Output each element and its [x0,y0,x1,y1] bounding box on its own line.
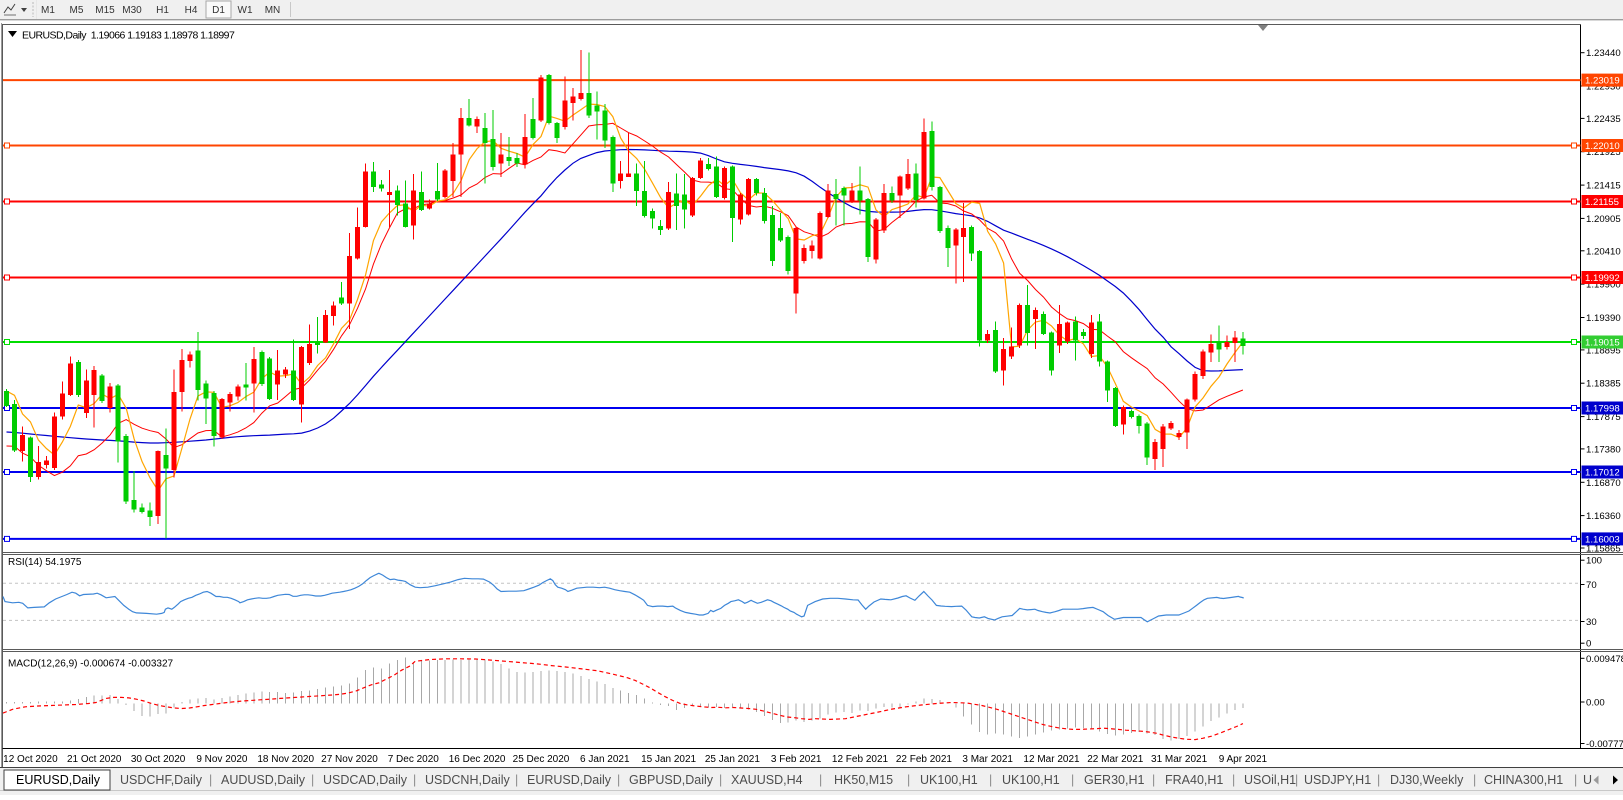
svg-text:|: | [209,773,212,787]
svg-text:M30: M30 [122,5,142,16]
svg-text:USDCHF,Daily: USDCHF,Daily [120,773,203,787]
svg-text:1.22010: 1.22010 [1585,141,1620,152]
svg-text:22 Mar 2021: 22 Mar 2021 [1087,754,1144,765]
svg-text:|: | [413,773,416,787]
svg-text:|: | [1377,773,1380,787]
svg-text:0: 0 [1586,639,1591,650]
svg-text:30 Oct 2020: 30 Oct 2020 [131,754,186,765]
svg-text:D1: D1 [212,5,225,16]
svg-text:GER30,H1: GER30,H1 [1084,773,1144,787]
svg-text:1.21415: 1.21415 [1586,181,1621,192]
svg-text:AUDUSD,Daily: AUDUSD,Daily [221,773,306,787]
svg-text:1.23440: 1.23440 [1586,48,1621,59]
svg-text:9 Nov 2020: 9 Nov 2020 [196,754,248,765]
svg-text:1.19992: 1.19992 [1585,273,1620,284]
svg-text:H4: H4 [185,5,198,16]
svg-text:0.00: 0.00 [1586,698,1605,709]
svg-text:GBPUSD,Daily: GBPUSD,Daily [629,773,714,787]
svg-text:EURUSD,Daily 1.19066 1.19183: EURUSD,Daily 1.19066 1.19183 1.18978 1.1… [22,30,235,42]
svg-text:1.19390: 1.19390 [1586,313,1621,324]
svg-text:1.20410: 1.20410 [1586,246,1621,257]
svg-text:M15: M15 [95,5,115,16]
svg-text:|: | [1295,773,1298,787]
svg-text:15 Jan 2021: 15 Jan 2021 [641,754,696,765]
svg-text:|: | [819,773,822,787]
svg-text:6 Jan 2021: 6 Jan 2021 [580,754,630,765]
svg-text:H1: H1 [156,5,169,16]
svg-text:|: | [1071,773,1074,787]
svg-text:1.16870: 1.16870 [1586,478,1621,489]
svg-text:UK100,H1: UK100,H1 [920,773,978,787]
svg-text:0.009478: 0.009478 [1586,654,1623,665]
svg-text:1.16003: 1.16003 [1585,534,1620,545]
svg-text:|: | [1574,773,1577,787]
svg-text:CHINA300,H1: CHINA300,H1 [1484,773,1563,787]
svg-text:|: | [1473,773,1476,787]
svg-text:RSI(14) 54.1975: RSI(14) 54.1975 [8,557,82,568]
svg-text:|: | [311,773,314,787]
svg-text:-0.007778: -0.007778 [1586,739,1623,750]
svg-text:|: | [989,773,992,787]
svg-text:1.16360: 1.16360 [1586,511,1621,522]
svg-text:|: | [1232,773,1235,787]
svg-text:30: 30 [1586,617,1597,628]
svg-text:|: | [515,773,518,787]
svg-text:1.17380: 1.17380 [1586,444,1621,455]
svg-text:|: | [907,773,910,787]
svg-text:31 Mar 2021: 31 Mar 2021 [1151,754,1208,765]
svg-text:7 Dec 2020: 7 Dec 2020 [388,754,440,765]
svg-text:|: | [719,773,722,787]
svg-text:3 Feb 2021: 3 Feb 2021 [771,754,822,765]
svg-text:USDCNH,Daily: USDCNH,Daily [425,773,510,787]
svg-text:XAUUSD,H4: XAUUSD,H4 [731,773,803,787]
svg-text:9 Apr 2021: 9 Apr 2021 [1219,754,1268,765]
svg-text:27 Nov 2020: 27 Nov 2020 [321,754,378,765]
svg-text:1.17012: 1.17012 [1585,468,1620,479]
svg-text:|: | [1152,773,1155,787]
svg-text:MACD(12,26,9) -0.000674 -0.003: MACD(12,26,9) -0.000674 -0.003327 [8,659,174,670]
svg-text:16 Dec 2020: 16 Dec 2020 [449,754,506,765]
svg-text:25 Dec 2020: 25 Dec 2020 [513,754,570,765]
svg-text:U: U [1583,773,1592,787]
svg-text:12 Oct 2020: 12 Oct 2020 [3,754,58,765]
svg-text:21 Oct 2020: 21 Oct 2020 [67,754,122,765]
svg-text:25 Jan 2021: 25 Jan 2021 [705,754,760,765]
svg-text:DJ30,Weekly: DJ30,Weekly [1390,773,1464,787]
svg-text:22 Feb 2021: 22 Feb 2021 [896,754,953,765]
svg-text:1.17998: 1.17998 [1585,404,1620,415]
svg-text:MN: MN [265,5,281,16]
svg-text:|: | [617,773,620,787]
svg-text:1.20905: 1.20905 [1586,214,1621,225]
svg-text:12 Feb 2021: 12 Feb 2021 [832,754,889,765]
svg-text:70: 70 [1586,580,1597,591]
svg-text:UK100,H1: UK100,H1 [1002,773,1060,787]
svg-text:W1: W1 [238,5,253,16]
svg-text:1.22435: 1.22435 [1586,114,1621,125]
svg-text:1.18385: 1.18385 [1586,379,1621,390]
svg-text:EURUSD,Daily: EURUSD,Daily [16,773,101,787]
svg-text:1.19015: 1.19015 [1585,338,1620,349]
svg-text:18 Nov 2020: 18 Nov 2020 [257,754,314,765]
svg-text:1.21155: 1.21155 [1585,197,1619,208]
svg-text:USDCAD,Daily: USDCAD,Daily [323,773,408,787]
svg-text:USOil,H1: USOil,H1 [1244,773,1296,787]
svg-text:FRA40,H1: FRA40,H1 [1165,773,1223,787]
svg-text:100: 100 [1586,556,1602,567]
svg-text:EURUSD,Daily: EURUSD,Daily [527,773,612,787]
svg-text:M1: M1 [41,5,55,16]
svg-text:3 Mar 2021: 3 Mar 2021 [962,754,1013,765]
svg-text:12 Mar 2021: 12 Mar 2021 [1023,754,1080,765]
svg-text:HK50,M15: HK50,M15 [834,773,893,787]
svg-text:M5: M5 [70,5,84,16]
svg-text:USDJPY,H1: USDJPY,H1 [1304,773,1371,787]
svg-text:1.23019: 1.23019 [1585,76,1620,87]
